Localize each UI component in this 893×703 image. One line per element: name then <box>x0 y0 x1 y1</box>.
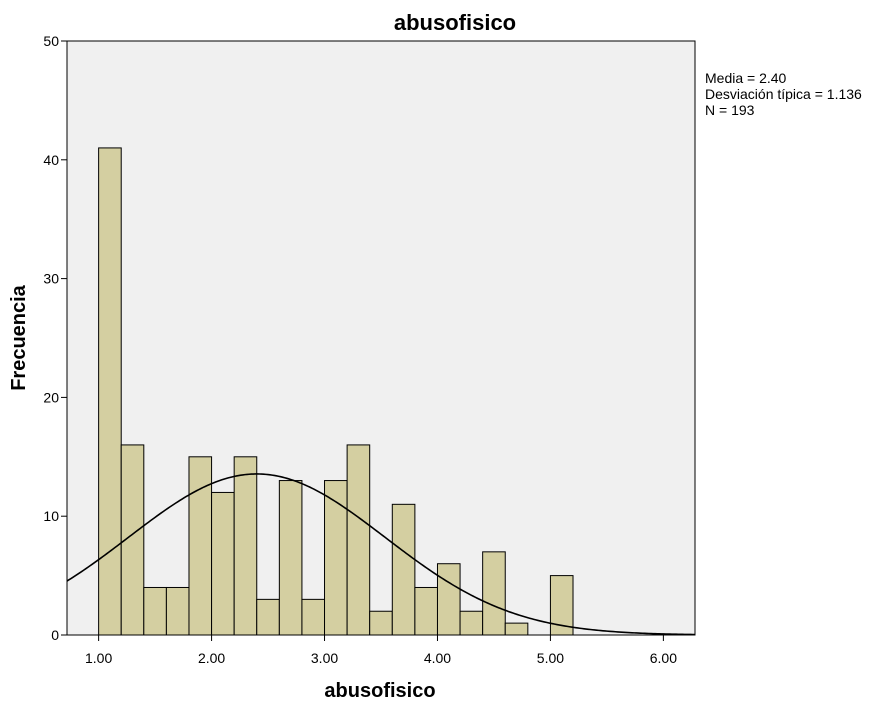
histogram-bar-19 <box>504 622 529 636</box>
histogram-bar-17 <box>459 610 484 636</box>
plot-area <box>66 40 696 636</box>
y-tick-label: 0 <box>51 627 59 643</box>
histogram-bar-12 <box>346 444 371 636</box>
x-tick-label: 3.00 <box>311 650 338 666</box>
chart-title: abusofisico <box>394 10 516 35</box>
x-tick-label: 5.00 <box>537 650 564 666</box>
histogram-bar-7 <box>233 456 258 636</box>
normal-curve <box>66 473 696 636</box>
y-tick-label: 20 <box>43 389 59 405</box>
histogram-bar-13 <box>369 610 393 636</box>
histogram-bar-15 <box>414 586 438 636</box>
x-axis: 1.00 2.00 3.00 4.00 5.00 6.00 <box>85 635 677 666</box>
stats-box: Media = 2.40 Desviación típica = 1.136 N… <box>705 70 862 118</box>
x-tick-label: 4.00 <box>424 650 451 666</box>
histogram-bar-14 <box>391 503 416 636</box>
stat-n: N = 193 <box>705 102 755 118</box>
y-tick-label: 40 <box>43 152 59 168</box>
y-tick-label: 30 <box>43 271 59 287</box>
bars-group <box>98 147 574 636</box>
y-axis: 0 10 20 30 40 50 <box>43 33 67 643</box>
histogram-bar-20 <box>549 575 574 636</box>
histogram-bar-18 <box>482 551 506 636</box>
histogram-bar-3 <box>143 586 167 636</box>
x-tick-label: 2.00 <box>198 650 225 666</box>
y-tick-label: 10 <box>43 508 59 524</box>
histogram-bar-8 <box>256 598 280 636</box>
histogram-bar-9 <box>278 480 303 636</box>
histogram-bar-6 <box>211 491 235 636</box>
histogram-bar-11 <box>324 480 348 636</box>
histogram-bar-10 <box>301 598 326 636</box>
histogram-bar-1 <box>98 147 122 636</box>
x-axis-title: abusofisico <box>324 680 435 702</box>
y-axis-title: Frecuencia <box>8 284 30 390</box>
histogram-bar-5 <box>188 456 213 636</box>
histogram-bar-4 <box>165 586 190 636</box>
x-tick-label: 1.00 <box>85 650 112 666</box>
x-tick-label: 6.00 <box>650 650 677 666</box>
stat-sd: Desviación típica = 1.136 <box>705 86 862 102</box>
stat-mean: Media = 2.40 <box>705 70 787 86</box>
y-tick-label: 50 <box>43 33 59 49</box>
histogram-bar-2 <box>120 444 145 636</box>
histogram-bar-16 <box>436 563 461 636</box>
